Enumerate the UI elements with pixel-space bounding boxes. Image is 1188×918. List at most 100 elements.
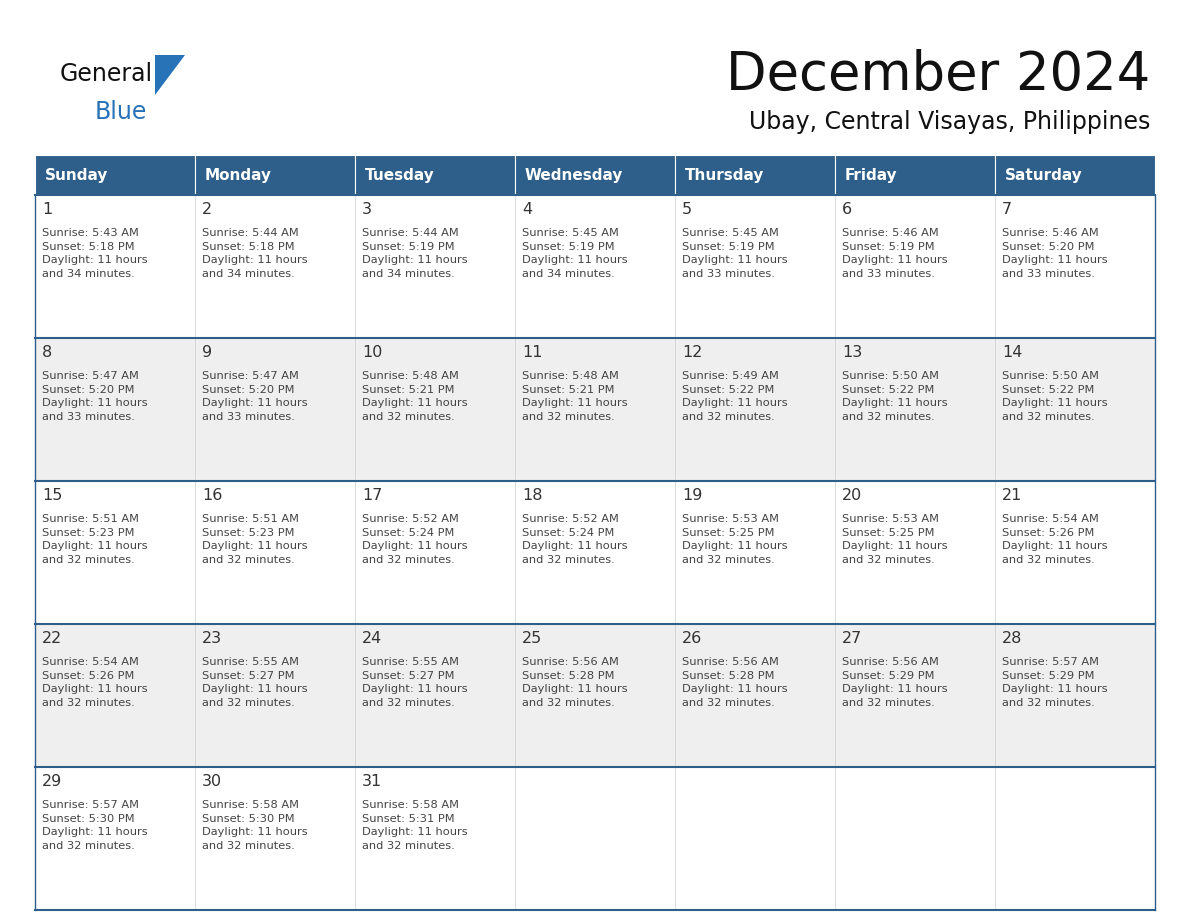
- Text: Monday: Monday: [204, 167, 272, 183]
- Text: 1: 1: [42, 202, 52, 218]
- Bar: [34, 155, 195, 195]
- Text: 22: 22: [42, 632, 63, 646]
- Bar: [516, 481, 675, 624]
- Text: Sunrise: 5:43 AM
Sunset: 5:18 PM
Daylight: 11 hours
and 34 minutes.: Sunrise: 5:43 AM Sunset: 5:18 PM Dayligh…: [42, 228, 147, 279]
- Text: 3: 3: [362, 202, 372, 218]
- Bar: [355, 624, 516, 767]
- Text: Sunrise: 5:56 AM
Sunset: 5:28 PM
Daylight: 11 hours
and 32 minutes.: Sunrise: 5:56 AM Sunset: 5:28 PM Dayligh…: [523, 657, 627, 708]
- Text: Sunrise: 5:50 AM
Sunset: 5:22 PM
Daylight: 11 hours
and 32 minutes.: Sunrise: 5:50 AM Sunset: 5:22 PM Dayligh…: [842, 371, 948, 422]
- Text: 25: 25: [523, 632, 543, 646]
- Bar: [835, 481, 996, 624]
- Text: Sunrise: 5:54 AM
Sunset: 5:26 PM
Daylight: 11 hours
and 32 minutes.: Sunrise: 5:54 AM Sunset: 5:26 PM Dayligh…: [1003, 514, 1107, 565]
- Bar: [675, 481, 835, 624]
- Bar: [996, 624, 1155, 767]
- Bar: [355, 195, 516, 338]
- Text: 18: 18: [523, 488, 543, 503]
- Bar: [516, 338, 675, 481]
- Text: Sunrise: 5:58 AM
Sunset: 5:31 PM
Daylight: 11 hours
and 32 minutes.: Sunrise: 5:58 AM Sunset: 5:31 PM Dayligh…: [362, 800, 468, 851]
- Bar: [996, 481, 1155, 624]
- Bar: [675, 155, 835, 195]
- Text: Sunday: Sunday: [44, 167, 108, 183]
- Text: Sunrise: 5:48 AM
Sunset: 5:21 PM
Daylight: 11 hours
and 32 minutes.: Sunrise: 5:48 AM Sunset: 5:21 PM Dayligh…: [362, 371, 468, 422]
- Bar: [195, 155, 355, 195]
- Bar: [996, 338, 1155, 481]
- Text: Sunrise: 5:50 AM
Sunset: 5:22 PM
Daylight: 11 hours
and 32 minutes.: Sunrise: 5:50 AM Sunset: 5:22 PM Dayligh…: [1003, 371, 1107, 422]
- Text: Blue: Blue: [95, 100, 147, 124]
- Text: 17: 17: [362, 488, 383, 503]
- Text: 9: 9: [202, 345, 213, 361]
- Bar: [195, 624, 355, 767]
- Text: 21: 21: [1003, 488, 1023, 503]
- Text: 14: 14: [1003, 345, 1023, 361]
- Text: 28: 28: [1003, 632, 1023, 646]
- Text: December 2024: December 2024: [726, 49, 1150, 101]
- Bar: [516, 155, 675, 195]
- Text: 30: 30: [202, 775, 222, 789]
- Text: Sunrise: 5:49 AM
Sunset: 5:22 PM
Daylight: 11 hours
and 32 minutes.: Sunrise: 5:49 AM Sunset: 5:22 PM Dayligh…: [682, 371, 788, 422]
- Text: Sunrise: 5:51 AM
Sunset: 5:23 PM
Daylight: 11 hours
and 32 minutes.: Sunrise: 5:51 AM Sunset: 5:23 PM Dayligh…: [202, 514, 308, 565]
- Text: 2: 2: [202, 202, 213, 218]
- Text: Sunrise: 5:46 AM
Sunset: 5:20 PM
Daylight: 11 hours
and 33 minutes.: Sunrise: 5:46 AM Sunset: 5:20 PM Dayligh…: [1003, 228, 1107, 279]
- Text: Sunrise: 5:47 AM
Sunset: 5:20 PM
Daylight: 11 hours
and 33 minutes.: Sunrise: 5:47 AM Sunset: 5:20 PM Dayligh…: [42, 371, 147, 422]
- Bar: [675, 195, 835, 338]
- Text: Sunrise: 5:47 AM
Sunset: 5:20 PM
Daylight: 11 hours
and 33 minutes.: Sunrise: 5:47 AM Sunset: 5:20 PM Dayligh…: [202, 371, 308, 422]
- Text: 20: 20: [842, 488, 862, 503]
- Text: 23: 23: [202, 632, 222, 646]
- Bar: [355, 481, 516, 624]
- Text: Sunrise: 5:54 AM
Sunset: 5:26 PM
Daylight: 11 hours
and 32 minutes.: Sunrise: 5:54 AM Sunset: 5:26 PM Dayligh…: [42, 657, 147, 708]
- Polygon shape: [154, 55, 185, 95]
- Bar: [516, 624, 675, 767]
- Bar: [34, 481, 195, 624]
- Text: Sunrise: 5:56 AM
Sunset: 5:28 PM
Daylight: 11 hours
and 32 minutes.: Sunrise: 5:56 AM Sunset: 5:28 PM Dayligh…: [682, 657, 788, 708]
- Bar: [34, 767, 195, 910]
- Text: 5: 5: [682, 202, 693, 218]
- Bar: [195, 767, 355, 910]
- Bar: [675, 767, 835, 910]
- Text: Friday: Friday: [845, 167, 897, 183]
- Text: Wednesday: Wednesday: [525, 167, 623, 183]
- Text: 16: 16: [202, 488, 222, 503]
- Text: 8: 8: [42, 345, 52, 361]
- Text: Sunrise: 5:44 AM
Sunset: 5:18 PM
Daylight: 11 hours
and 34 minutes.: Sunrise: 5:44 AM Sunset: 5:18 PM Dayligh…: [202, 228, 308, 279]
- Text: Sunrise: 5:48 AM
Sunset: 5:21 PM
Daylight: 11 hours
and 32 minutes.: Sunrise: 5:48 AM Sunset: 5:21 PM Dayligh…: [523, 371, 627, 422]
- Bar: [835, 195, 996, 338]
- Text: 12: 12: [682, 345, 702, 361]
- Bar: [34, 624, 195, 767]
- Bar: [355, 338, 516, 481]
- Bar: [34, 338, 195, 481]
- Text: Tuesday: Tuesday: [365, 167, 435, 183]
- Text: 15: 15: [42, 488, 63, 503]
- Text: Sunrise: 5:52 AM
Sunset: 5:24 PM
Daylight: 11 hours
and 32 minutes.: Sunrise: 5:52 AM Sunset: 5:24 PM Dayligh…: [362, 514, 468, 565]
- Bar: [835, 155, 996, 195]
- Text: 24: 24: [362, 632, 383, 646]
- Bar: [996, 155, 1155, 195]
- Text: Saturday: Saturday: [1005, 167, 1082, 183]
- Text: Sunrise: 5:58 AM
Sunset: 5:30 PM
Daylight: 11 hours
and 32 minutes.: Sunrise: 5:58 AM Sunset: 5:30 PM Dayligh…: [202, 800, 308, 851]
- Text: 10: 10: [362, 345, 383, 361]
- Text: 7: 7: [1003, 202, 1012, 218]
- Bar: [355, 767, 516, 910]
- Text: Sunrise: 5:55 AM
Sunset: 5:27 PM
Daylight: 11 hours
and 32 minutes.: Sunrise: 5:55 AM Sunset: 5:27 PM Dayligh…: [202, 657, 308, 708]
- Text: Sunrise: 5:53 AM
Sunset: 5:25 PM
Daylight: 11 hours
and 32 minutes.: Sunrise: 5:53 AM Sunset: 5:25 PM Dayligh…: [682, 514, 788, 565]
- Bar: [516, 195, 675, 338]
- Bar: [835, 338, 996, 481]
- Bar: [835, 767, 996, 910]
- Text: Sunrise: 5:57 AM
Sunset: 5:30 PM
Daylight: 11 hours
and 32 minutes.: Sunrise: 5:57 AM Sunset: 5:30 PM Dayligh…: [42, 800, 147, 851]
- Text: Sunrise: 5:51 AM
Sunset: 5:23 PM
Daylight: 11 hours
and 32 minutes.: Sunrise: 5:51 AM Sunset: 5:23 PM Dayligh…: [42, 514, 147, 565]
- Text: Sunrise: 5:45 AM
Sunset: 5:19 PM
Daylight: 11 hours
and 33 minutes.: Sunrise: 5:45 AM Sunset: 5:19 PM Dayligh…: [682, 228, 788, 279]
- Text: Sunrise: 5:53 AM
Sunset: 5:25 PM
Daylight: 11 hours
and 32 minutes.: Sunrise: 5:53 AM Sunset: 5:25 PM Dayligh…: [842, 514, 948, 565]
- Bar: [516, 767, 675, 910]
- Bar: [996, 195, 1155, 338]
- Text: Ubay, Central Visayas, Philippines: Ubay, Central Visayas, Philippines: [748, 110, 1150, 134]
- Bar: [675, 624, 835, 767]
- Text: Thursday: Thursday: [684, 167, 764, 183]
- Text: Sunrise: 5:44 AM
Sunset: 5:19 PM
Daylight: 11 hours
and 34 minutes.: Sunrise: 5:44 AM Sunset: 5:19 PM Dayligh…: [362, 228, 468, 279]
- Text: Sunrise: 5:46 AM
Sunset: 5:19 PM
Daylight: 11 hours
and 33 minutes.: Sunrise: 5:46 AM Sunset: 5:19 PM Dayligh…: [842, 228, 948, 279]
- Text: Sunrise: 5:52 AM
Sunset: 5:24 PM
Daylight: 11 hours
and 32 minutes.: Sunrise: 5:52 AM Sunset: 5:24 PM Dayligh…: [523, 514, 627, 565]
- Text: 29: 29: [42, 775, 63, 789]
- Text: 26: 26: [682, 632, 702, 646]
- Text: 6: 6: [842, 202, 852, 218]
- Bar: [835, 624, 996, 767]
- Bar: [195, 195, 355, 338]
- Text: Sunrise: 5:57 AM
Sunset: 5:29 PM
Daylight: 11 hours
and 32 minutes.: Sunrise: 5:57 AM Sunset: 5:29 PM Dayligh…: [1003, 657, 1107, 708]
